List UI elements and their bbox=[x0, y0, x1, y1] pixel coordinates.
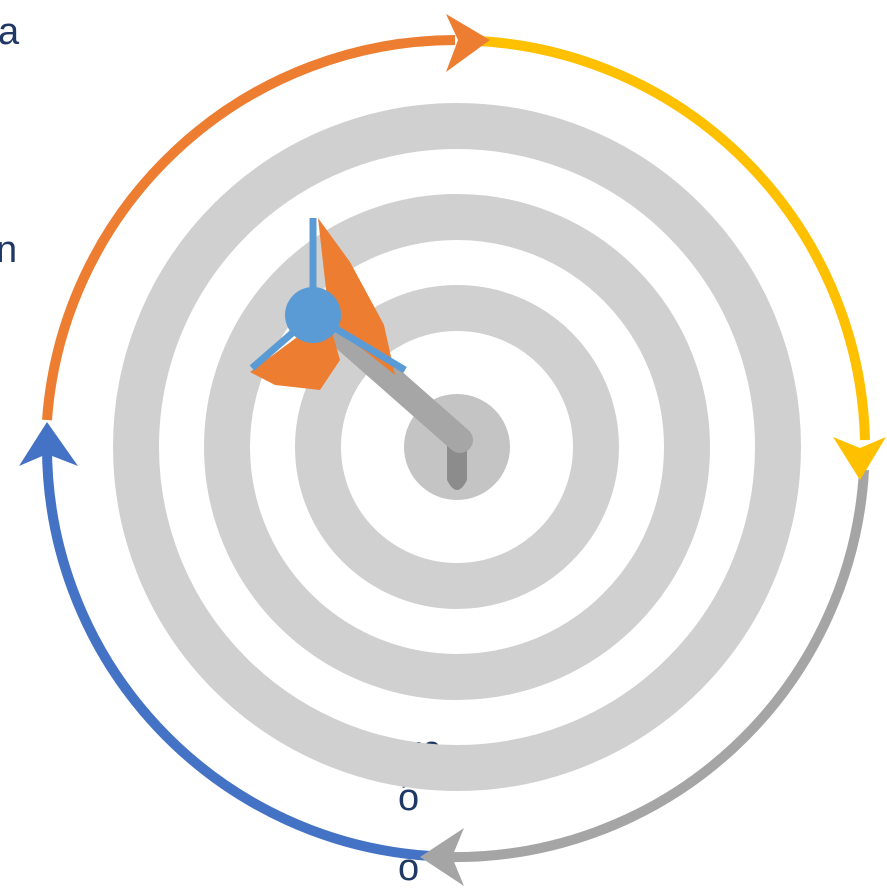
dart bbox=[249, 218, 473, 490]
target bbox=[113, 103, 801, 791]
dart-hub bbox=[285, 287, 341, 343]
cycle-arc bbox=[479, 36, 870, 441]
arrow-head bbox=[833, 437, 886, 480]
target-ring bbox=[295, 285, 619, 609]
arrow-head bbox=[420, 828, 464, 886]
text-fragment: a bbox=[0, 11, 20, 53]
cycle bbox=[41, 35, 870, 863]
cycle-arc bbox=[444, 469, 869, 863]
dart-tip bbox=[447, 445, 467, 490]
target-ring bbox=[204, 194, 710, 700]
target-ring bbox=[113, 103, 801, 791]
cycle-arc bbox=[41, 444, 431, 861]
text-fragment: n bbox=[0, 229, 17, 271]
dart-flight bbox=[318, 218, 395, 375]
arrow-head bbox=[446, 14, 490, 72]
cycle-arc bbox=[42, 35, 456, 421]
arrow-head bbox=[19, 422, 78, 466]
